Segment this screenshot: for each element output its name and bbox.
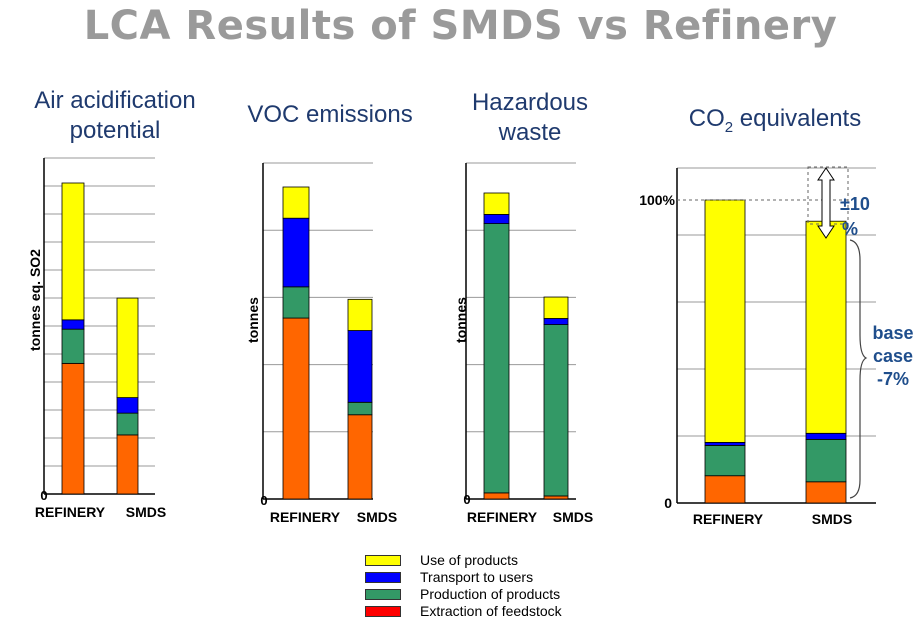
bar-segment-use xyxy=(483,192,510,215)
chart-title-line: potential xyxy=(69,117,161,144)
chart-title-line: Hazardous xyxy=(471,89,589,116)
bar-segment-use xyxy=(805,220,847,434)
legend: Use of products Transport to users Produ… xyxy=(365,552,562,620)
category-label: REFINERY xyxy=(35,504,106,520)
category-label: SMDS xyxy=(357,509,397,525)
base-case-label: -7% xyxy=(877,369,909,389)
legend-swatch xyxy=(365,606,401,617)
category-label: SMDS xyxy=(553,509,593,525)
bar-smds xyxy=(116,297,139,495)
chart-1: REFINERY SMDS tonnes eq. SO2 0 xyxy=(27,157,166,520)
bar-segment-production xyxy=(704,445,746,477)
page-title: LCA Results of SMDS vs Refinery xyxy=(83,3,838,49)
double-arrow-icon xyxy=(817,167,835,239)
bar-segment-use xyxy=(543,296,569,319)
bar-segment-production xyxy=(116,412,139,436)
bar-segment-transport xyxy=(543,318,569,325)
y-axis-label: tonnes xyxy=(245,297,261,343)
bar-segment-production xyxy=(61,328,85,364)
range-label: ±10 xyxy=(840,194,870,214)
bar-segment-use xyxy=(347,298,373,331)
bar-segment-transport xyxy=(282,217,310,288)
bar-segment-transport xyxy=(116,397,139,414)
y-tick-label: 0 xyxy=(463,492,470,507)
legend-label: Production of products xyxy=(420,586,561,602)
base-case-label: base xyxy=(872,323,913,343)
bar-segment-production xyxy=(483,223,510,494)
legend-label: Transport to users xyxy=(420,569,534,585)
legend-swatch xyxy=(365,572,401,583)
bar-segment-transport xyxy=(805,432,847,440)
base-case-label: case xyxy=(873,346,913,366)
bar-segment-production xyxy=(543,324,569,497)
bar-segment-transport xyxy=(483,214,510,224)
bar-segment-transport xyxy=(61,319,85,330)
chart-title-line: Air acidification xyxy=(34,87,196,114)
chart-title-line: waste xyxy=(498,119,562,146)
range-unit-label: % xyxy=(842,219,858,239)
legend-item-production: Production of products xyxy=(365,586,562,603)
y-tick-label: 0 xyxy=(260,493,267,508)
bar-smds xyxy=(543,296,569,500)
bar-segment-extraction xyxy=(543,495,569,500)
chart-title-hazardous-waste: Hazardous waste xyxy=(440,88,620,148)
co2-rest-text: equivalents xyxy=(733,105,862,132)
brace-icon xyxy=(849,239,868,499)
y-axis-label: tonnes eq. SO2 xyxy=(27,249,43,351)
legend-label: Extraction of feedstock xyxy=(420,603,562,619)
bar-segment-extraction xyxy=(347,414,373,500)
bar-segment-production xyxy=(282,286,310,319)
legend-swatch xyxy=(365,589,401,600)
category-label: REFINERY xyxy=(693,511,764,527)
bar-segment-transport xyxy=(347,330,373,403)
bar-segment-use xyxy=(704,199,746,443)
legend-swatch xyxy=(365,555,401,566)
category-label: REFINERY xyxy=(270,509,341,525)
bar-segment-use xyxy=(282,186,310,219)
chart-title-co2: CO2 equivalents xyxy=(660,104,890,143)
bar-refinery xyxy=(61,182,85,495)
chart-4: REFINERY SMDS 0 100% ±10% base case -7% xyxy=(639,166,914,527)
chart-title-air-acidification: Air acidification potential xyxy=(0,86,230,146)
bar-segment-use xyxy=(61,182,85,321)
co2-subscript: 2 xyxy=(724,118,734,136)
legend-item-extraction: Extraction of feedstock xyxy=(365,603,562,620)
co2-text: CO xyxy=(688,105,725,132)
y-axis-label: tonnes xyxy=(453,297,469,343)
bar-segment-production xyxy=(347,401,373,416)
y-tick-label: 0 xyxy=(664,495,672,511)
bar-segment-production xyxy=(805,438,847,483)
bar-segment-extraction xyxy=(61,362,85,495)
bar-segment-extraction xyxy=(704,475,746,504)
bar-refinery xyxy=(282,186,310,500)
chart-title-voc: VOC emissions xyxy=(247,101,413,128)
bar-smds xyxy=(805,220,847,504)
y-tick-label: 100% xyxy=(639,192,675,208)
legend-label: Use of products xyxy=(420,552,519,568)
category-label: SMDS xyxy=(126,504,166,520)
bar-segment-extraction xyxy=(483,492,510,500)
bar-segment-extraction xyxy=(282,317,310,500)
bar-refinery xyxy=(483,192,510,500)
bar-segment-extraction xyxy=(116,434,139,495)
co2-annotations: ±10% base case -7% xyxy=(677,166,914,499)
chart-3: REFINERY SMDS tonnes 0 xyxy=(453,162,593,525)
bar-refinery xyxy=(704,199,746,504)
legend-item-transport: Transport to users xyxy=(365,569,562,586)
y-tick-label: 0 xyxy=(40,488,47,503)
category-label: REFINERY xyxy=(467,509,538,525)
bar-segment-use xyxy=(116,297,139,398)
category-label: SMDS xyxy=(812,511,852,527)
bar-segment-extraction xyxy=(805,481,847,504)
legend-item-use: Use of products xyxy=(365,552,562,569)
bar-smds xyxy=(347,298,373,500)
chart-2: REFINERY SMDS tonnes 0 xyxy=(245,162,397,525)
bar-segment-transport xyxy=(704,441,746,446)
